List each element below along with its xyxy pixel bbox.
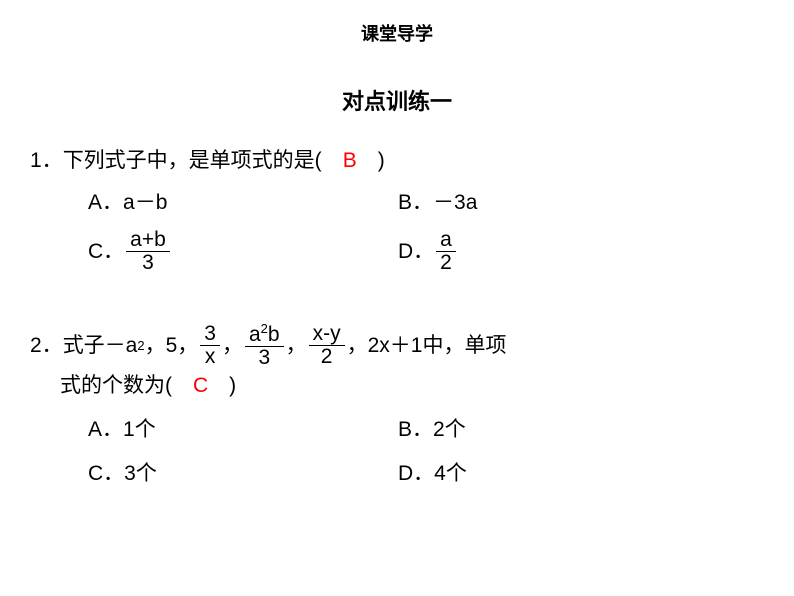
question-1: 1．下列式子中，是单项式的是( B ) A．a－b B．－3a C． a+b 3…: [30, 144, 764, 284]
q2-number: 2．: [30, 325, 63, 367]
q2-frac1: 3 x: [200, 323, 220, 368]
q2-optB-label: B．: [398, 413, 433, 447]
q2-frac2-num: a2b: [245, 322, 284, 347]
q2-option-b: B．2个: [398, 413, 708, 447]
q2-optC-text: 3个: [124, 457, 157, 491]
q1-option-c: C． a+b 3: [88, 229, 398, 274]
q2-stem-p3: ，: [222, 325, 243, 367]
q2-frac2: a2b 3: [245, 322, 284, 369]
q1-optD-num: a: [436, 229, 456, 252]
q1-optA-label: A．: [88, 186, 123, 220]
q2-frac2-den: 3: [254, 347, 274, 369]
page-header: 课堂导学: [30, 20, 764, 46]
section-subtitle: 对点训练一: [30, 84, 764, 116]
q1-optC-label: C．: [88, 235, 124, 269]
q2-answer: C: [193, 369, 208, 403]
q1-optD-den: 2: [436, 252, 456, 274]
q2-options: A．1个 B．2个 C．3个 D．4个: [30, 413, 764, 500]
q2-stem-p1: 式子－a: [63, 325, 138, 367]
q1-optB-label: B．: [398, 186, 433, 220]
q2-optB-text: 2个: [433, 413, 466, 447]
q2-line2-pre: 式的个数为(: [60, 369, 193, 403]
q1-optD-label: D．: [398, 235, 434, 269]
q1-option-a: A．a－b: [88, 186, 398, 220]
q1-optC-fraction: a+b 3: [126, 229, 170, 274]
q1-stem-post: ): [357, 149, 385, 172]
q2-optA-text: 1个: [123, 413, 156, 447]
q1-optD-fraction: a 2: [436, 229, 456, 274]
q2-stem-p2: ，5，: [145, 325, 199, 367]
q1-number: 1．: [30, 149, 63, 172]
q2-option-d: D．4个: [398, 457, 708, 491]
q2-frac1-num: 3: [200, 323, 220, 346]
q1-option-b: B．－3a: [398, 186, 708, 220]
q2-frac2-num-sup: 2: [261, 321, 268, 336]
q2-stem-p4: ，: [286, 325, 307, 367]
q1-optA-text: a－b: [123, 186, 167, 220]
q1-answer: B: [343, 149, 357, 172]
q2-optA-label: A．: [88, 413, 123, 447]
q2-frac3-num: x-y: [309, 323, 345, 346]
q2-optD-text: 4个: [434, 457, 467, 491]
q2-frac2-num-post: b: [268, 323, 280, 346]
q2-frac3-den: 2: [317, 346, 337, 368]
q2-line2-post: ): [208, 369, 236, 403]
q1-stem-pre: 下列式子中，是单项式的是(: [63, 149, 343, 172]
q2-optD-label: D．: [398, 457, 434, 491]
q1-optC-num: a+b: [126, 229, 170, 252]
q2-frac1-den: x: [201, 346, 220, 368]
q1-options: A．a－b B．－3a C． a+b 3 D． a 2: [30, 186, 764, 285]
q2-frac3: x-y 2: [309, 323, 345, 368]
q2-stem-line2: 式的个数为( C ): [30, 369, 764, 403]
q2-optC-label: C．: [88, 457, 124, 491]
question-2: 2．式子－a2，5， 3 x ， a2b 3 ， x-y 2 ，2x＋1中，单项…: [30, 322, 764, 500]
q2-option-c: C．3个: [88, 457, 398, 491]
q2-frac2-num-pre: a: [249, 323, 261, 346]
q1-stem: 1．下列式子中，是单项式的是( B ): [30, 144, 764, 178]
q1-option-d: D． a 2: [398, 229, 708, 274]
q2-option-a: A．1个: [88, 413, 398, 447]
q1-optB-text: －3a: [433, 186, 477, 220]
q2-stem-p5: ，2x＋1中，单项: [347, 325, 507, 367]
q2-stem-line1: 2．式子－a2，5， 3 x ， a2b 3 ， x-y 2 ，2x＋1中，单项: [30, 322, 764, 369]
q2-p1-sup: 2: [137, 333, 144, 359]
q1-optC-den: 3: [138, 252, 158, 274]
